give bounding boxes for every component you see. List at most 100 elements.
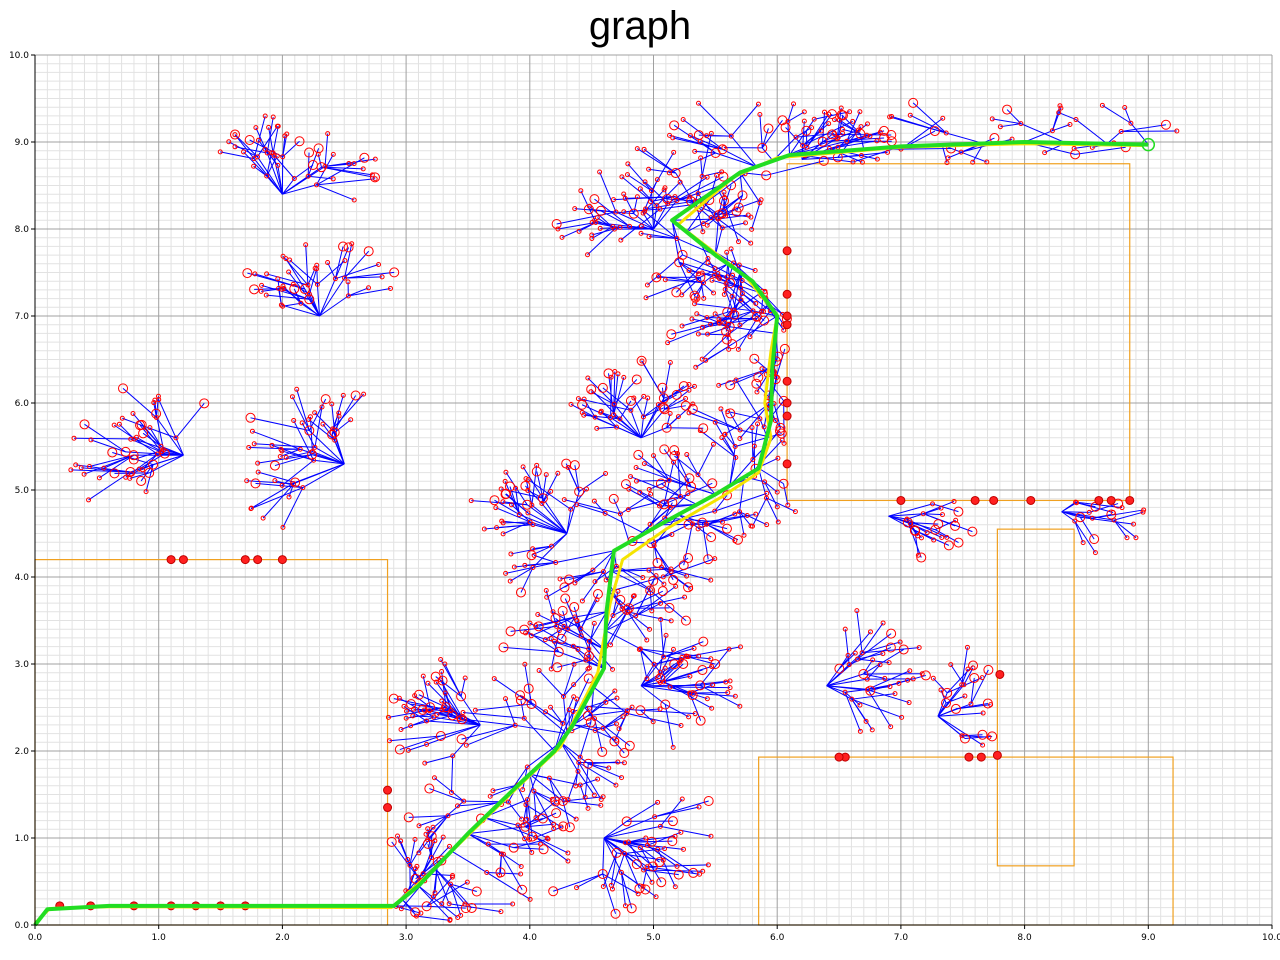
tree-node (735, 239, 741, 245)
tree-node (719, 519, 725, 525)
tree-node (754, 389, 760, 395)
tree-node (522, 661, 528, 667)
tree-node (226, 139, 232, 145)
tree-edge (676, 176, 724, 201)
tree-edge (961, 668, 969, 685)
tree-node (366, 285, 372, 291)
tree-edge (433, 716, 481, 726)
tree-node (658, 402, 669, 413)
tree-node (907, 668, 913, 674)
tree-edge (670, 680, 731, 688)
tree-edge (701, 522, 709, 560)
tree-edge (451, 850, 487, 873)
tree-node (880, 651, 886, 657)
tree-node (232, 144, 238, 150)
tree-node (667, 836, 678, 847)
tree-node (835, 135, 841, 141)
tree-edge (888, 503, 933, 517)
tree-node (686, 381, 692, 387)
tree-edge (282, 135, 286, 157)
tree-node (723, 213, 729, 219)
tree-node (729, 309, 740, 320)
tree-node (524, 764, 530, 770)
tree-node (253, 125, 259, 131)
tree-node (360, 166, 366, 172)
tree-node (610, 612, 616, 618)
tree-node (635, 705, 646, 716)
tree-node (551, 808, 562, 819)
tree-node (648, 575, 659, 586)
tree-node (732, 693, 738, 699)
tree-edge (593, 686, 628, 714)
tree-node (1056, 110, 1062, 116)
tree-node (831, 131, 837, 137)
tree-node (585, 717, 596, 728)
tree-edge (262, 482, 296, 519)
tree-node (918, 535, 924, 541)
tree-edge (602, 706, 633, 729)
tree-edge (441, 883, 451, 904)
tree-node (438, 656, 444, 662)
tree-edge (686, 646, 741, 658)
tree-node (503, 696, 509, 702)
tree-edge (560, 742, 579, 772)
tree-edge (739, 511, 752, 527)
tree-node (441, 702, 452, 713)
tree-node (1092, 550, 1098, 556)
tree-edge (690, 135, 723, 150)
tree-node (950, 520, 961, 531)
tree-node (255, 137, 261, 143)
tree-node (245, 412, 256, 423)
tree-node (700, 868, 706, 874)
tree-edge (814, 111, 850, 120)
tree-node (709, 277, 715, 283)
tree-node (834, 136, 840, 142)
tree-edge (640, 677, 661, 687)
tree-node (757, 142, 768, 153)
tree-node (621, 604, 632, 615)
tree-node (640, 210, 646, 216)
tree-node (587, 203, 593, 209)
tree-edge (533, 790, 555, 829)
tree-edge (651, 190, 654, 230)
tree-edge (112, 451, 154, 466)
tree-edge (602, 387, 632, 411)
tree-node (529, 502, 535, 508)
tree-node (372, 156, 378, 162)
tree-node (510, 901, 516, 907)
tree-node (715, 274, 721, 280)
tree-node (550, 613, 561, 624)
tree-edge (1061, 511, 1115, 521)
tree-node (687, 133, 693, 139)
tree-edge (515, 488, 520, 515)
tree-node (312, 444, 318, 450)
tree-node (697, 665, 708, 676)
tree-node (313, 143, 324, 154)
tree-node (692, 148, 698, 154)
tree-edge (282, 178, 295, 195)
tree-edge (300, 448, 345, 465)
tree-node (669, 120, 680, 131)
tree-edge (1113, 519, 1128, 539)
tree-node (712, 419, 718, 425)
tree-node (698, 636, 709, 647)
tree-node (275, 162, 281, 168)
tree-node (556, 633, 567, 644)
tree-node (668, 618, 674, 624)
tree-node (543, 709, 549, 715)
tree-node (556, 628, 562, 634)
tree-edge (274, 480, 304, 489)
tree-node (319, 404, 325, 410)
tree-node (855, 127, 861, 133)
tree-node (741, 532, 747, 538)
tree-edge (525, 826, 548, 839)
tree-node (573, 816, 579, 822)
tree-edge (714, 421, 737, 458)
tree-edge (499, 853, 502, 873)
tree-edge (752, 423, 759, 460)
tree-node (940, 115, 946, 121)
tree-node (422, 838, 433, 849)
tree-node (738, 297, 744, 303)
tree-node (505, 626, 516, 637)
tree-node (886, 660, 892, 666)
